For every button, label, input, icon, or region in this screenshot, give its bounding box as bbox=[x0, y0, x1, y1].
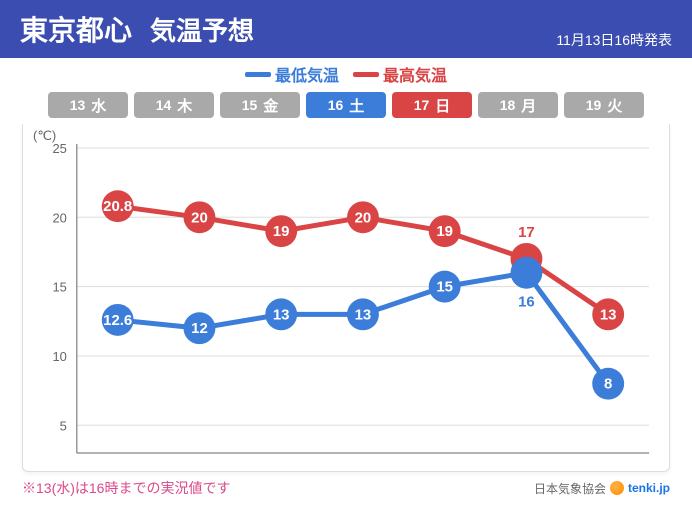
legend-bar-high bbox=[353, 72, 379, 77]
legend-bar-low bbox=[245, 72, 271, 77]
sun-icon bbox=[610, 481, 624, 495]
svg-text:20: 20 bbox=[191, 209, 208, 226]
legend-low: 最低気温 bbox=[245, 62, 339, 86]
y-axis-unit: (℃) bbox=[33, 128, 56, 144]
svg-text:12.6: 12.6 bbox=[103, 312, 132, 329]
svg-text:8: 8 bbox=[604, 376, 612, 393]
svg-text:19: 19 bbox=[436, 223, 453, 240]
date-cell: 16土 bbox=[306, 92, 386, 118]
title-main: 東京都心 bbox=[20, 9, 132, 49]
svg-text:13: 13 bbox=[273, 306, 290, 323]
svg-text:20.8: 20.8 bbox=[103, 198, 132, 215]
svg-text:20: 20 bbox=[355, 209, 372, 226]
footnote: ※13(水)は16時までの実況値です bbox=[22, 478, 230, 498]
date-cell: 18月 bbox=[478, 92, 558, 118]
svg-text:13: 13 bbox=[355, 306, 372, 323]
svg-text:17: 17 bbox=[518, 224, 535, 241]
title-sub: 気温予想 bbox=[150, 11, 254, 48]
svg-text:15: 15 bbox=[436, 279, 453, 296]
svg-text:16: 16 bbox=[518, 294, 535, 311]
svg-text:13: 13 bbox=[600, 306, 617, 323]
chart-card: 東京都心 気温予想 11月13日16時発表 最低気温 最高気温 13水14木15… bbox=[0, 0, 692, 519]
credit-text: 日本気象協会 bbox=[534, 480, 606, 497]
legend-high: 最高気温 bbox=[353, 62, 447, 86]
header: 東京都心 気温予想 11月13日16時発表 bbox=[0, 0, 692, 58]
date-cell: 19火 bbox=[564, 92, 644, 118]
date-cell: 14木 bbox=[134, 92, 214, 118]
legend-label-low: 最低気温 bbox=[275, 62, 339, 86]
svg-text:15: 15 bbox=[52, 280, 66, 295]
legend-label-high: 最高気温 bbox=[383, 62, 447, 86]
footer: ※13(水)は16時までの実況値です 日本気象協会 tenki.jp bbox=[0, 472, 692, 498]
svg-text:10: 10 bbox=[52, 349, 66, 364]
date-cell: 15金 bbox=[220, 92, 300, 118]
legend: 最低気温 最高気温 bbox=[0, 58, 692, 90]
svg-text:20: 20 bbox=[52, 210, 66, 225]
credit-site: tenki.jp bbox=[628, 481, 670, 495]
credit: 日本気象協会 tenki.jp bbox=[534, 480, 670, 497]
svg-text:12: 12 bbox=[191, 320, 208, 337]
chart-svg: 51015202520.820192019171312.612131315168 bbox=[23, 124, 669, 471]
svg-text:19: 19 bbox=[273, 223, 290, 240]
date-cell: 13水 bbox=[48, 92, 128, 118]
date-cell: 17日 bbox=[392, 92, 472, 118]
timestamp: 11月13日16時発表 bbox=[556, 30, 672, 50]
svg-text:5: 5 bbox=[60, 418, 67, 433]
chart-area: (℃) 51015202520.820192019171312.61213131… bbox=[22, 124, 670, 472]
date-row: 13水14木15金16土17日18月19火 bbox=[0, 90, 692, 124]
